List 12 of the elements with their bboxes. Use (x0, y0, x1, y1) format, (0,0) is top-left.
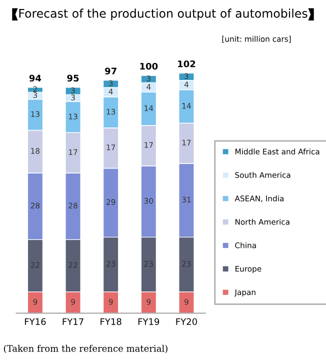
total-label: 97 (105, 68, 116, 74)
x-tick-label: FY20 (176, 318, 197, 326)
x-tick-label: FY16 (24, 318, 46, 326)
total-label: 102 (178, 60, 196, 68)
total-label: 94 (29, 74, 42, 82)
chart-title: Forecast of the production output of automobiles (19, 8, 308, 20)
x-tick-label: FY18 (100, 318, 122, 326)
x-tick-label: FY19 (138, 318, 160, 326)
x-tick-label: FY17 (62, 318, 84, 325)
total-label: 100 (140, 62, 158, 70)
total-label: 95 (67, 74, 79, 82)
text: (Taken from the reference material) (4, 344, 168, 354)
